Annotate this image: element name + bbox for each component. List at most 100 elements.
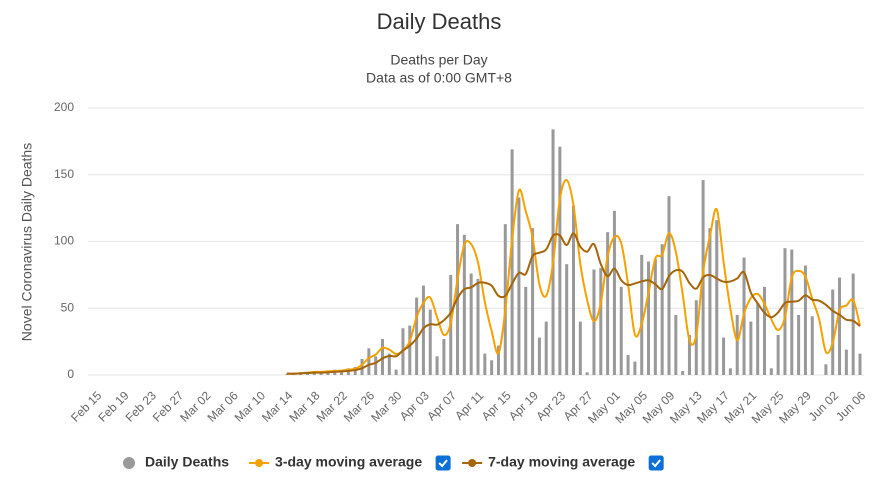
- bar: [510, 149, 514, 375]
- x-tick-label: Apr 07: [424, 388, 459, 423]
- bar: [462, 234, 466, 375]
- checkbox-check: [651, 459, 661, 468]
- x-tick-label: Mar 30: [368, 388, 405, 425]
- line: [286, 232, 861, 375]
- bar: [715, 220, 719, 375]
- chart-subtitle: Data as of 0:00 GMT+8: [366, 70, 512, 86]
- y-axis-label: Novel Coronavirus Daily Deaths: [19, 143, 35, 341]
- bar: [776, 334, 780, 375]
- legend-marker: [468, 459, 477, 467]
- x-tick-label: Jun 06: [833, 388, 869, 424]
- bar: [674, 314, 678, 375]
- bar: [551, 129, 555, 375]
- bar: [626, 354, 630, 375]
- bar: [619, 286, 623, 375]
- bar: [483, 353, 487, 375]
- bar: [435, 356, 439, 375]
- bar: [708, 228, 712, 375]
- bar: [858, 353, 862, 375]
- legend-checkbox[interactable]: [435, 455, 451, 471]
- checkbox-box: [435, 455, 451, 471]
- legend-marker: [123, 457, 135, 469]
- bar: [851, 273, 855, 375]
- bar: [612, 210, 616, 375]
- bar: [387, 353, 391, 375]
- bar: [503, 224, 507, 375]
- bar: [408, 325, 412, 375]
- x-tick-label: Apr 19: [506, 388, 541, 423]
- bar: [667, 196, 671, 375]
- y-tick-label: 150: [54, 167, 74, 181]
- bar: [687, 334, 691, 375]
- bar: [585, 372, 589, 375]
- bar: [769, 368, 773, 375]
- x-tick-label: Apr 11: [452, 388, 487, 423]
- bar: [367, 348, 371, 375]
- bar: [374, 356, 378, 375]
- bar: [763, 286, 766, 375]
- y-tick-label: 100: [54, 234, 74, 248]
- legend-marker: [255, 459, 264, 467]
- bar: [517, 197, 521, 375]
- bar: [319, 372, 323, 375]
- bar: [653, 258, 657, 375]
- bar: [831, 289, 835, 375]
- bar: [756, 302, 760, 375]
- bar: [606, 232, 610, 375]
- bar: [749, 321, 753, 375]
- bar: [660, 244, 664, 375]
- bar: [599, 268, 603, 375]
- bar: [681, 370, 685, 375]
- bar: [797, 314, 801, 375]
- bar: [537, 337, 541, 375]
- bar: [476, 278, 480, 375]
- bar: [803, 265, 807, 375]
- bar: [421, 285, 425, 375]
- bar: [844, 349, 848, 375]
- bar: [728, 368, 732, 375]
- bar: [824, 364, 828, 375]
- bar: [490, 360, 494, 375]
- y-tick-label: 200: [54, 100, 74, 114]
- line: [286, 179, 861, 375]
- legend-item: Daily Deaths: [123, 454, 229, 470]
- x-tick-label: Apr 15: [479, 388, 514, 423]
- bar: [735, 314, 739, 375]
- bar: [592, 269, 596, 375]
- checkbox-box: [648, 455, 664, 471]
- y-tick-label: 50: [61, 300, 75, 314]
- bar: [783, 248, 787, 375]
- bar: [838, 277, 842, 375]
- bar: [496, 345, 500, 375]
- bar: [360, 358, 364, 375]
- legend-label: 3-day moving average: [275, 454, 422, 470]
- bar: [578, 321, 582, 375]
- bar: [633, 361, 637, 375]
- legend-label: 7-day moving average: [488, 454, 635, 470]
- checkbox-check: [438, 459, 448, 468]
- bar: [572, 205, 575, 375]
- chart-title: Daily Deaths: [377, 9, 502, 34]
- bar: [722, 337, 726, 375]
- legend-checkbox[interactable]: [648, 455, 664, 471]
- bar: [544, 321, 548, 375]
- legend-label: Daily Deaths: [145, 454, 229, 470]
- bar: [531, 228, 535, 375]
- bar: [428, 309, 432, 375]
- bar: [810, 316, 814, 375]
- bar: [524, 286, 528, 375]
- bar: [394, 369, 398, 375]
- bar: [790, 249, 794, 375]
- bar: [647, 261, 651, 375]
- bar: [415, 297, 419, 375]
- x-tick-label: Jun 02: [806, 388, 842, 424]
- chart-subtitle: Deaths per Day: [390, 52, 487, 68]
- bar: [442, 338, 446, 375]
- x-tick-label: Apr 23: [533, 388, 568, 423]
- bar: [558, 146, 562, 375]
- bar: [469, 273, 473, 375]
- bar: [381, 338, 384, 375]
- y-tick-label: 0: [67, 367, 74, 381]
- bar: [565, 264, 569, 375]
